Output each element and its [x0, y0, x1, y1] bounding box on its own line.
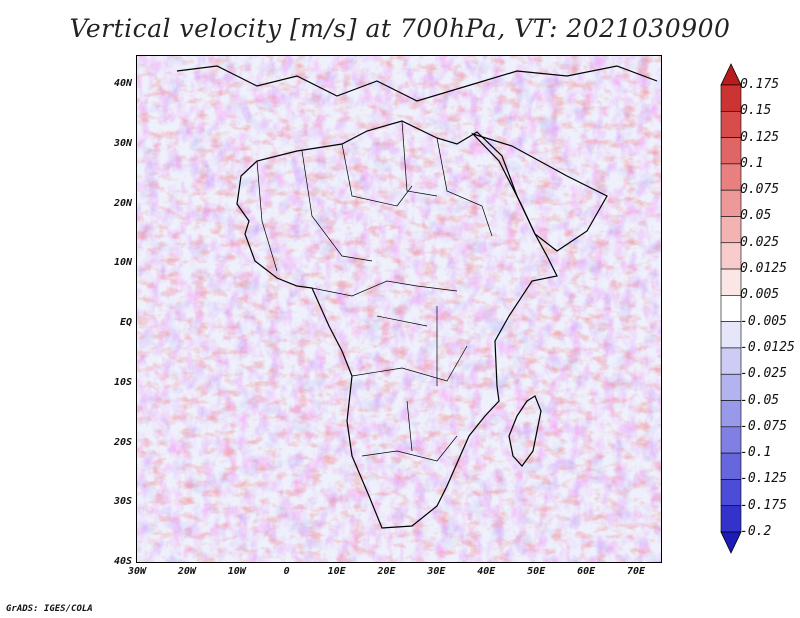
map-panel — [136, 55, 662, 563]
colorbar-label: -0.025 — [740, 366, 787, 382]
lat-label: 20N — [113, 197, 132, 209]
lon-label: 30W — [127, 566, 147, 577]
colorbar-swatch — [720, 295, 742, 322]
lon-label: 10E — [327, 566, 346, 577]
europe-coastline — [176, 65, 658, 102]
colorbar-swatch — [720, 505, 742, 533]
lon-label: 0 — [283, 566, 290, 577]
colorbar-label: -0.1 — [740, 445, 772, 461]
colorbar-swatch — [720, 400, 742, 428]
lat-label: 40N — [113, 78, 132, 89]
colorbar-swatch — [720, 373, 742, 401]
colorbar-label: 0.15 — [740, 103, 772, 119]
colorbar-swatch — [720, 452, 742, 480]
colorbar-label: 0.125 — [740, 129, 780, 145]
lon-label: 20E — [377, 566, 396, 577]
colorbar-swatch — [720, 242, 742, 270]
lon-label: 50E — [527, 566, 546, 577]
colorbar-label: -0.005 — [740, 313, 787, 329]
colorbar-label: 0.1 — [740, 155, 764, 171]
lon-label: 20W — [177, 566, 196, 577]
lon-label: 60E — [577, 566, 596, 577]
lat-label: 10N — [113, 257, 132, 269]
colorbar-swatch — [720, 163, 742, 191]
colorbar-swatch — [720, 479, 742, 507]
colorbar-swatch — [720, 321, 742, 349]
arabian-peninsula-coastline — [470, 132, 608, 252]
colorbar-label: -0.075 — [740, 418, 787, 434]
colorbar-label: 0.025 — [740, 234, 780, 250]
country-borders-layer — [256, 120, 493, 462]
coastline-layer — [176, 65, 658, 529]
colorbar-swatch — [720, 137, 742, 165]
colorbar-label: -0.0125 — [740, 339, 795, 355]
lon-label: 70E — [626, 566, 646, 577]
colorbar-label: 0.075 — [740, 182, 780, 198]
colorbar-label: 0.0125 — [740, 261, 787, 277]
grads-credit: GrADS: IGES/COLA — [6, 604, 93, 614]
lat-label: 30S — [113, 496, 132, 508]
colorbar-swatch — [720, 268, 742, 296]
colorbar-top-arrow — [720, 63, 742, 86]
colorbar-bottom-arrow — [720, 531, 742, 554]
colorbar-label: 0.175 — [740, 77, 780, 92]
colorbar-swatch — [720, 426, 742, 454]
lat-label: 20S — [113, 436, 132, 448]
colorbar-label: 0.05 — [740, 208, 772, 224]
colorbar — [720, 63, 742, 554]
colorbar-label: -0.125 — [740, 471, 787, 487]
colorbar-label: -0.2 — [740, 524, 772, 539]
madagascar-coastline — [508, 395, 542, 467]
colorbar-swatch — [720, 347, 742, 375]
colorbar-label: -0.05 — [740, 392, 780, 408]
africa-coastline — [236, 120, 558, 529]
lat-label: 40S — [113, 556, 132, 567]
lat-label: EQ — [119, 317, 132, 328]
colorbar-swatch — [720, 110, 742, 138]
lat-label: 10S — [113, 376, 132, 388]
lat-label: 30N — [113, 137, 132, 149]
colorbar-label: 0.005 — [740, 287, 780, 303]
lon-label: 10W — [227, 566, 246, 577]
colorbar-swatch — [720, 189, 742, 217]
lon-label: 30E — [427, 566, 446, 577]
colorbar-label: -0.175 — [740, 497, 787, 513]
lon-label: 40E — [477, 566, 496, 577]
colorbar-swatch — [720, 84, 742, 112]
velocity-field-map — [137, 56, 661, 562]
colorbar-swatch — [720, 216, 742, 244]
chart-title: Vertical velocity [m/s] at 700hPa, VT: 2… — [69, 14, 731, 43]
